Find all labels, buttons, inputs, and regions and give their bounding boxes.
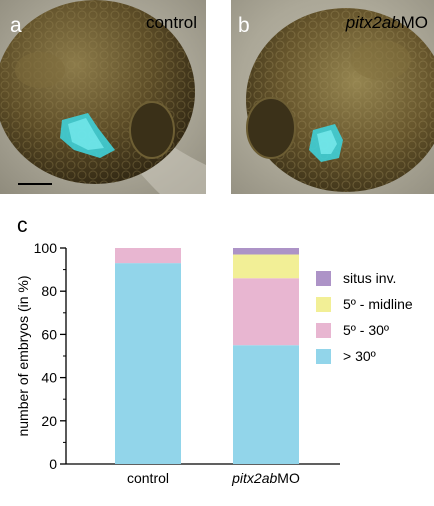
panel-letter-b: b [238, 14, 250, 37]
legend-swatch [316, 349, 331, 364]
category-label-italic-part: pitx2ab [231, 470, 277, 486]
bar-segment [115, 263, 181, 464]
legend-label: situs inv. [343, 270, 396, 286]
gene-name-italic: pitx2ab [345, 13, 401, 32]
condition-suffix: MO [400, 13, 428, 32]
panel-b-micrograph: b pitx2abMO [231, 0, 434, 194]
y-tick-label: 0 [49, 456, 57, 472]
legend-label: 5º - 30º [343, 322, 389, 338]
legend-swatch [316, 271, 331, 286]
x-category-label: pitx2abMO [231, 470, 300, 486]
legend-label: 5º - midline [343, 296, 413, 312]
bar-segment [233, 345, 299, 464]
panel-a-condition: control [145, 13, 197, 32]
legend-label: > 30º [343, 348, 376, 364]
legend-swatch [316, 323, 331, 338]
y-tick-label: 40 [41, 370, 57, 386]
x-category-label: control [127, 470, 169, 486]
y-tick-label: 60 [41, 326, 57, 342]
panel-letter-a: a [10, 14, 22, 37]
embryo-control-image [0, 0, 206, 194]
panel-b-condition: pitx2abMO [346, 13, 428, 33]
bar-segment [233, 248, 299, 255]
y-axis-title: number of embryos (in %) [15, 275, 31, 436]
y-tick-label: 20 [41, 413, 57, 429]
category-label-suffix: MO [277, 470, 300, 486]
y-tick-label: 100 [34, 240, 58, 256]
y-tick-label: 80 [41, 283, 57, 299]
bar-segment [233, 254, 299, 279]
embryo-morphant-image [231, 0, 434, 194]
bar-segment [115, 248, 181, 264]
bar-segment [233, 278, 299, 346]
panel-a-micrograph: a control [0, 0, 206, 194]
legend-swatch [316, 297, 331, 312]
panel-letter-c: c [17, 214, 28, 237]
